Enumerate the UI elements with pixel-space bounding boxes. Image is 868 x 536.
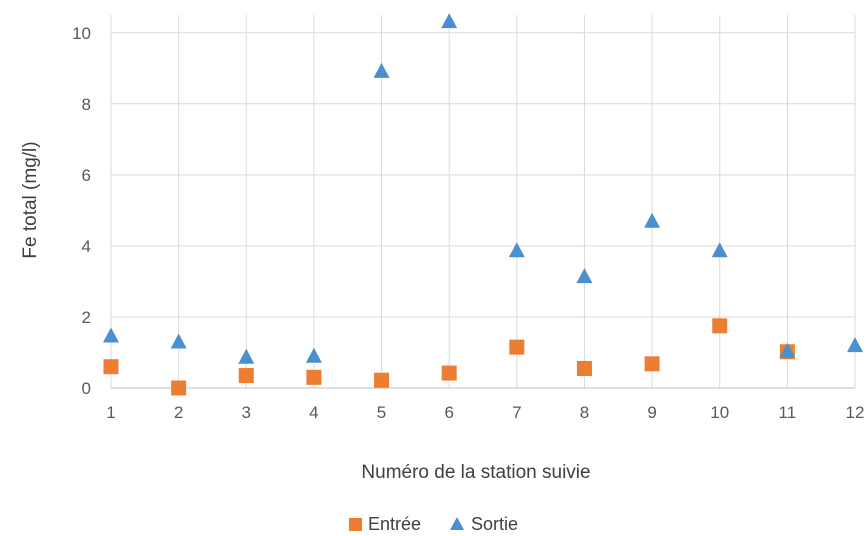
x-tick-label: 5 [377, 403, 386, 422]
y-tick-label: 6 [82, 166, 91, 185]
point-sortie [103, 327, 119, 343]
y-tick-label: 4 [82, 237, 91, 256]
point-sortie [305, 347, 322, 363]
x-tick-label: 1 [106, 403, 115, 422]
data-points [103, 13, 863, 396]
point-sortie [238, 348, 255, 364]
point-entr-e [306, 369, 322, 385]
y-tick-label: 10 [72, 24, 91, 43]
x-tick-label: 7 [512, 403, 521, 422]
point-entr-e [171, 380, 187, 396]
y-axis-title: Fe total (mg/l) [20, 141, 41, 258]
point-entr-e [238, 368, 254, 384]
x-tick-label: 8 [580, 403, 589, 422]
x-tick-label: 11 [779, 403, 797, 422]
point-entr-e [644, 356, 660, 372]
x-tick-label: 12 [846, 403, 865, 422]
x-tick-labels: 1 2 3 4 5 6 7 8 9 10 11 12 [106, 403, 864, 422]
point-sortie [508, 242, 525, 258]
legend-sortie-label: Sortie [471, 514, 518, 534]
point-sortie [847, 337, 863, 353]
y-tick-label: 0 [82, 379, 91, 398]
point-entr-e [374, 372, 390, 388]
point-sortie [441, 13, 458, 29]
point-entr-e [441, 365, 457, 381]
y-tick-labels: 0 2 4 6 8 10 [72, 24, 91, 398]
x-tick-label: 6 [444, 403, 453, 422]
x-tick-label: 4 [309, 403, 318, 422]
legend-entree-marker [349, 518, 362, 531]
grid-lines [110, 15, 856, 389]
x-tick-label: 2 [174, 403, 183, 422]
point-entr-e [576, 360, 592, 376]
point-sortie [576, 268, 593, 284]
point-sortie [779, 342, 796, 358]
point-sortie [170, 333, 187, 349]
x-tick-label: 10 [710, 403, 729, 422]
point-entr-e [509, 339, 525, 355]
point-sortie [711, 242, 728, 258]
y-tick-label: 8 [82, 95, 91, 114]
legend: Entrée Sortie [349, 514, 518, 534]
point-sortie [644, 212, 661, 228]
x-tick-label: 3 [242, 403, 251, 422]
x-axis-title: Numéro de la station suivie [361, 462, 590, 483]
point-entr-e [712, 318, 728, 334]
x-tick-label: 9 [647, 403, 656, 422]
point-entr-e [103, 359, 119, 375]
legend-sortie-marker [450, 517, 464, 530]
legend-entree-label: Entrée [368, 514, 421, 534]
point-sortie [373, 62, 390, 78]
y-tick-label: 2 [82, 308, 91, 327]
